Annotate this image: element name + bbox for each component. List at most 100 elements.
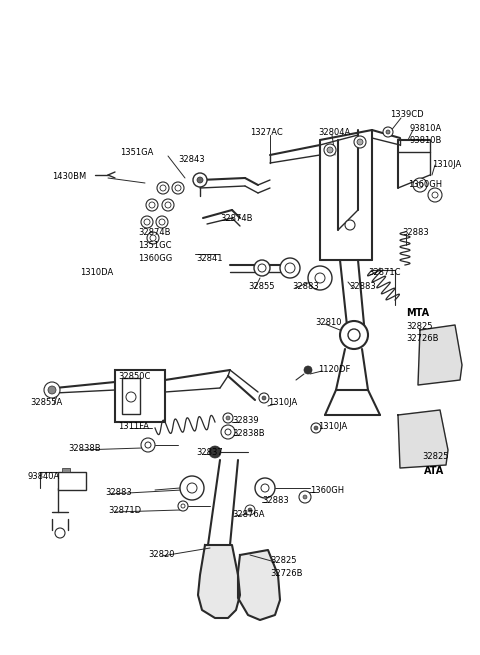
Text: 1360GG: 1360GG <box>138 254 172 263</box>
Circle shape <box>141 438 155 452</box>
Text: 32871D: 32871D <box>108 506 141 515</box>
Text: 32883: 32883 <box>262 496 289 505</box>
Circle shape <box>48 386 56 394</box>
Text: 1310DA: 1310DA <box>80 268 113 277</box>
Text: 1351GC: 1351GC <box>138 241 171 250</box>
Text: 1310JA: 1310JA <box>432 160 461 169</box>
Text: 32838B: 32838B <box>232 429 264 438</box>
Circle shape <box>383 127 393 137</box>
Circle shape <box>221 425 235 439</box>
Text: 32820: 32820 <box>148 550 175 559</box>
Circle shape <box>324 144 336 156</box>
Circle shape <box>315 273 325 283</box>
Text: 32874B: 32874B <box>220 214 252 223</box>
Circle shape <box>126 392 136 402</box>
Bar <box>62 468 70 472</box>
Circle shape <box>303 495 307 499</box>
Text: 32804A: 32804A <box>318 128 350 137</box>
Text: 32883: 32883 <box>292 282 319 291</box>
Circle shape <box>345 220 355 230</box>
Text: 32825: 32825 <box>406 322 432 331</box>
Circle shape <box>141 216 153 228</box>
Circle shape <box>428 188 442 202</box>
Text: 32843: 32843 <box>178 155 204 164</box>
Text: 1339CD: 1339CD <box>390 110 424 119</box>
Circle shape <box>209 446 221 458</box>
Text: 1310JA: 1310JA <box>268 398 297 407</box>
Text: 32883: 32883 <box>402 228 429 237</box>
Text: 32839: 32839 <box>232 416 259 425</box>
Text: 1120DF: 1120DF <box>318 365 350 374</box>
Text: 1430BM: 1430BM <box>52 172 86 181</box>
Circle shape <box>187 483 197 493</box>
Circle shape <box>175 185 181 191</box>
Circle shape <box>165 202 171 208</box>
Circle shape <box>193 173 207 187</box>
Circle shape <box>156 216 168 228</box>
Circle shape <box>327 147 333 153</box>
Circle shape <box>162 199 174 211</box>
Circle shape <box>145 442 151 448</box>
Text: MTA: MTA <box>406 308 429 318</box>
Text: 32726B: 32726B <box>406 334 439 343</box>
Text: 1351GA: 1351GA <box>120 148 154 157</box>
Polygon shape <box>238 550 280 620</box>
Text: 1360GH: 1360GH <box>408 180 442 189</box>
Circle shape <box>304 366 312 374</box>
Text: 32841: 32841 <box>196 254 223 263</box>
Text: 1360GH: 1360GH <box>310 486 344 495</box>
Circle shape <box>280 258 300 278</box>
Text: 32871C: 32871C <box>368 268 400 277</box>
Circle shape <box>299 491 311 503</box>
Text: 32874B: 32874B <box>138 228 170 237</box>
Circle shape <box>144 219 150 225</box>
Circle shape <box>181 504 185 508</box>
Circle shape <box>197 177 203 183</box>
Circle shape <box>55 528 65 538</box>
Circle shape <box>44 382 60 398</box>
Circle shape <box>417 182 423 188</box>
Circle shape <box>146 199 158 211</box>
Circle shape <box>226 416 230 420</box>
Text: 32838B: 32838B <box>68 444 101 453</box>
Circle shape <box>311 423 321 433</box>
Circle shape <box>245 505 255 515</box>
Text: 32825: 32825 <box>422 452 448 461</box>
Circle shape <box>308 266 332 290</box>
Circle shape <box>248 508 252 512</box>
Circle shape <box>314 426 318 430</box>
Circle shape <box>285 263 295 273</box>
Circle shape <box>223 413 233 423</box>
Text: 32883: 32883 <box>105 488 132 497</box>
Text: 32855A: 32855A <box>30 398 62 407</box>
Text: 32850C: 32850C <box>118 372 150 381</box>
Text: 1327AC: 1327AC <box>250 128 283 137</box>
Circle shape <box>432 192 438 198</box>
Circle shape <box>150 235 156 241</box>
Text: 32855: 32855 <box>248 282 275 291</box>
Circle shape <box>149 202 155 208</box>
Text: 1311FA: 1311FA <box>118 422 149 431</box>
Circle shape <box>178 501 188 511</box>
Bar <box>122 378 140 414</box>
Text: ATA: ATA <box>424 466 444 476</box>
Text: 32825: 32825 <box>270 556 297 565</box>
Polygon shape <box>198 545 240 618</box>
Text: 32726B: 32726B <box>270 569 302 578</box>
Circle shape <box>262 396 266 400</box>
Polygon shape <box>398 410 448 468</box>
Text: 93840A: 93840A <box>28 472 60 481</box>
Circle shape <box>261 484 269 492</box>
Circle shape <box>354 136 366 148</box>
Circle shape <box>159 219 165 225</box>
Circle shape <box>357 139 363 145</box>
Circle shape <box>180 476 204 500</box>
Circle shape <box>160 185 166 191</box>
Text: 32876A: 32876A <box>232 510 264 519</box>
Circle shape <box>413 178 427 192</box>
Text: 32883: 32883 <box>349 282 376 291</box>
Circle shape <box>258 264 266 272</box>
Circle shape <box>340 321 368 349</box>
Text: 93810A: 93810A <box>410 124 442 133</box>
Bar <box>58 472 86 490</box>
